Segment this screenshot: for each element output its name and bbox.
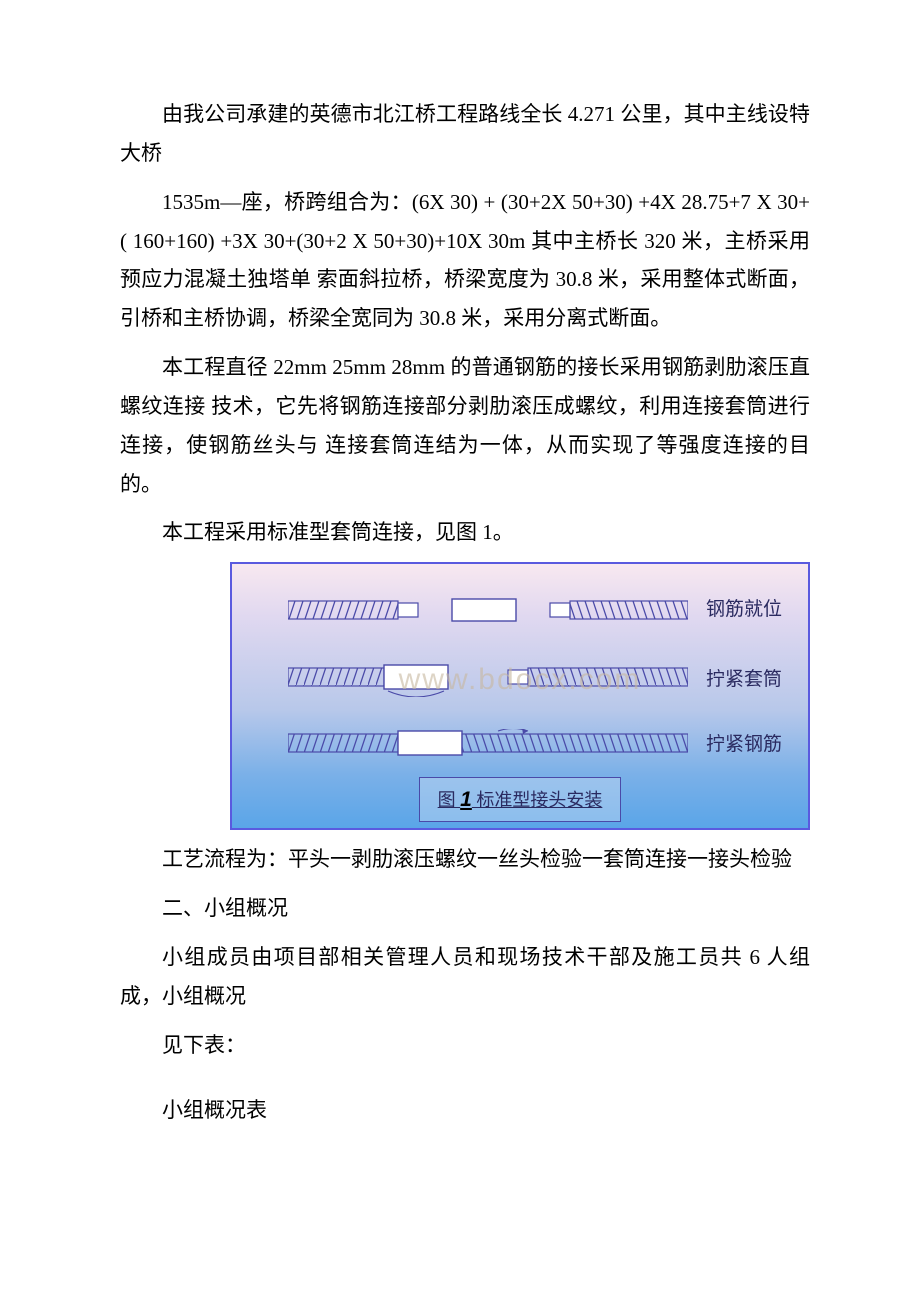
figure-1-container: www.bdocx.com bbox=[120, 562, 810, 830]
caption-suffix: 标准型接头安装 bbox=[472, 790, 603, 810]
paragraph-3: 本工程直径 22mm 25mm 28mm 的普通钢筋的接长采用钢筋剥肋滚压直螺纹… bbox=[120, 348, 810, 503]
paragraph-1: 由我公司承建的英德市北江桥工程路线全长 4.271 公里，其中主线设特大桥 bbox=[120, 95, 810, 173]
paragraph-6: 二、小组概况 bbox=[120, 889, 810, 928]
paragraph-9: 小组概况表 bbox=[120, 1091, 810, 1130]
figure-caption: 图 1 标准型接头安装 bbox=[419, 777, 622, 823]
row3-label: 拧紧钢筋 bbox=[706, 727, 782, 762]
row2-label: 拧紧套筒 bbox=[706, 662, 782, 697]
caption-num: 1 bbox=[460, 788, 472, 811]
figure-row-2: 拧紧套筒 bbox=[244, 661, 796, 697]
row1-svg bbox=[288, 598, 688, 622]
row3-svg bbox=[288, 729, 688, 761]
row1-graphic bbox=[288, 598, 688, 622]
row2-graphic bbox=[288, 661, 688, 697]
caption-prefix: 图 bbox=[438, 790, 461, 810]
figure-row-1: 钢筋就位 bbox=[244, 592, 796, 627]
paragraph-5: 工艺流程为：平头一剥肋滚压螺纹一丝头检验一套筒连接一接头检验 bbox=[120, 840, 810, 879]
row2-svg bbox=[288, 661, 688, 697]
figure-caption-box: 图 1 标准型接头安装 bbox=[244, 777, 796, 825]
row3-graphic bbox=[288, 729, 688, 761]
paragraph-7: 小组成员由项目部相关管理人员和现场技术干部及施工员共 6 人组成，小组概况 bbox=[120, 938, 810, 1016]
paragraph-8: 见下表： bbox=[120, 1026, 810, 1065]
paragraph-2: 1535m—座，桥跨组合为：(6X 30) + (30+2X 50+30) +4… bbox=[120, 183, 810, 338]
row1-label: 钢筋就位 bbox=[706, 592, 782, 627]
figure-1: www.bdocx.com bbox=[230, 562, 810, 830]
figure-row-3: 拧紧钢筋 bbox=[244, 727, 796, 762]
paragraph-4: 本工程采用标准型套筒连接，见图 1。 bbox=[120, 513, 810, 552]
